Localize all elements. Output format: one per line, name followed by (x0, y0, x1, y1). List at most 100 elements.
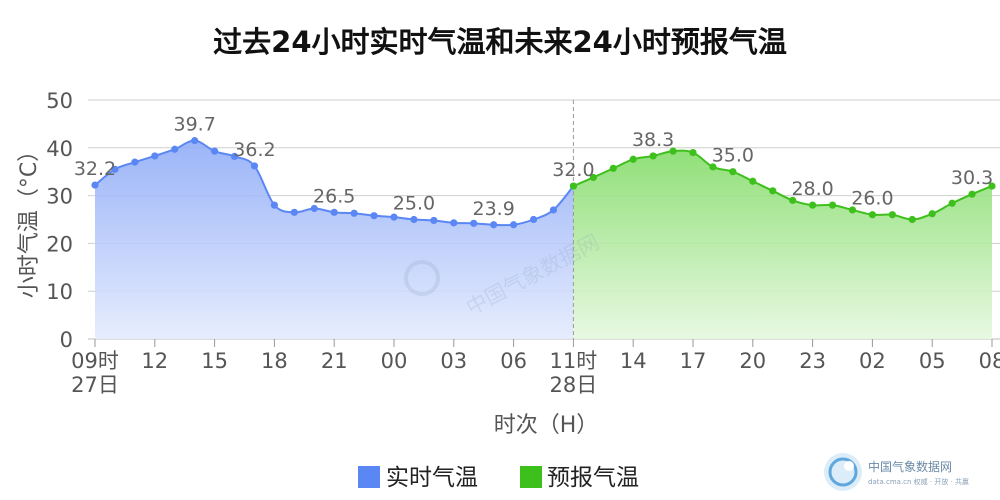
point-actual[interactable] (230, 152, 239, 161)
x-tick-label: 23 (799, 349, 826, 373)
point-actual[interactable] (211, 147, 219, 155)
point-actual[interactable] (290, 208, 298, 216)
legend: 实时气温 预报气温 (358, 465, 639, 491)
y-axis-title: 小时气温（°C） (17, 140, 42, 298)
x-tick-label: 00 (381, 349, 408, 373)
point-actual[interactable] (509, 221, 518, 229)
y-tick-label: 50 (46, 89, 73, 113)
point-actual[interactable] (470, 219, 478, 227)
point-actual[interactable] (450, 219, 458, 227)
x-tick-label: 02 (859, 349, 886, 373)
point-forecast[interactable] (888, 211, 896, 219)
point-forecast[interactable] (988, 182, 996, 190)
point-actual[interactable] (270, 201, 278, 209)
x-tick-label: 05 (919, 349, 946, 373)
x-tick-label: 11时 (550, 349, 598, 373)
point-forecast[interactable] (589, 173, 597, 182)
point-actual[interactable] (310, 204, 318, 213)
data-label-actual: 32.0 (552, 159, 594, 181)
point-actual[interactable] (410, 215, 418, 224)
point-actual[interactable] (250, 162, 259, 170)
point-forecast[interactable] (908, 215, 916, 224)
x-tick-label: 08 (979, 349, 1000, 373)
data-label-actual: 32.2 (74, 158, 116, 180)
series-points (91, 137, 996, 229)
point-forecast[interactable] (968, 190, 976, 198)
x-tick-label: 20 (739, 349, 766, 373)
x-tick-label: 12 (141, 349, 168, 373)
x-tick-date-label: 27日 (71, 373, 119, 397)
point-forecast[interactable] (689, 148, 697, 157)
point-forecast[interactable] (928, 210, 936, 218)
point-forecast[interactable] (809, 201, 817, 209)
legend-swatch-actual (358, 466, 380, 488)
point-actual[interactable] (171, 145, 179, 153)
data-label-actual: 36.2 (233, 139, 275, 161)
data-label-forecast: 30.3 (951, 167, 993, 189)
point-actual[interactable] (430, 216, 438, 225)
data-label-actual: 25.0 (393, 193, 435, 215)
point-forecast[interactable] (749, 177, 757, 185)
point-actual[interactable] (370, 212, 378, 220)
legend-label-forecast: 预报气温 (547, 465, 639, 491)
point-actual[interactable] (151, 152, 159, 160)
data-label-forecast: 38.3 (632, 129, 674, 151)
brand-name: 中国气象数据网 (868, 459, 952, 474)
point-forecast[interactable] (649, 152, 657, 160)
data-label-actual: 26.5 (313, 185, 355, 207)
y-tick-label: 0 (60, 328, 73, 352)
y-tick-label: 20 (46, 232, 73, 256)
point-actual[interactable] (390, 213, 398, 221)
point-forecast[interactable] (629, 155, 637, 163)
x-tick-label: 15 (201, 349, 228, 373)
point-forecast[interactable] (609, 164, 617, 172)
legend-label-actual: 实时气温 (386, 465, 478, 491)
point-forecast[interactable] (848, 206, 857, 214)
watermark-logo-icon (404, 260, 440, 296)
point-actual[interactable] (131, 158, 139, 166)
y-tick-label: 10 (46, 280, 73, 304)
x-tick-label: 17 (680, 349, 707, 373)
point-actual[interactable] (529, 215, 538, 224)
point-actual[interactable] (350, 209, 358, 217)
area-forecast (573, 150, 992, 339)
x-tick-label: 21 (321, 349, 348, 373)
point-actual[interactable] (191, 137, 199, 145)
data-label-forecast: 35.0 (712, 145, 754, 167)
point-actual[interactable] (91, 181, 99, 189)
legend-item-actual[interactable]: 实时气温 (358, 465, 478, 491)
chart-title: 过去24小时实时气温和未来24小时预报气温 (213, 25, 787, 59)
y-tick-label: 30 (46, 185, 73, 209)
point-forecast[interactable] (709, 163, 717, 171)
x-tick-label: 14 (620, 349, 647, 373)
point-actual[interactable] (111, 165, 119, 173)
data-label-actual: 39.7 (174, 114, 216, 136)
x-tick-label: 06 (500, 349, 527, 373)
point-forecast[interactable] (729, 168, 737, 176)
point-actual[interactable] (490, 221, 498, 229)
point-forecast[interactable] (769, 187, 777, 195)
point-forecast[interactable] (569, 182, 578, 190)
point-forecast[interactable] (868, 211, 877, 219)
y-ticks: 0 10 20 30 40 50 (46, 89, 73, 352)
data-labels: 32.2 39.7 36.2 26.5 25.0 23.9 32.0 38.3 35.0 28.0… (74, 114, 993, 220)
line-forecast (573, 149, 993, 221)
point-forecast[interactable] (669, 147, 677, 155)
legend-swatch-forecast (520, 466, 542, 488)
point-actual[interactable] (549, 206, 558, 214)
x-tick-label: 09时 (71, 349, 119, 373)
legend-item-forecast[interactable]: 预报气温 (520, 465, 639, 491)
point-forecast[interactable] (948, 199, 956, 207)
point-forecast[interactable] (828, 201, 837, 209)
data-label-forecast: 26.0 (851, 188, 893, 210)
area-fills (95, 140, 992, 339)
brand-url: data.cma.cn 权威 · 开放 · 共赢 (868, 477, 969, 486)
x-tick-label: 18 (261, 349, 288, 373)
point-actual[interactable] (330, 208, 338, 216)
x-tick-date-label: 28日 (550, 373, 598, 397)
point-forecast[interactable] (789, 196, 797, 204)
area-actual (95, 140, 574, 339)
